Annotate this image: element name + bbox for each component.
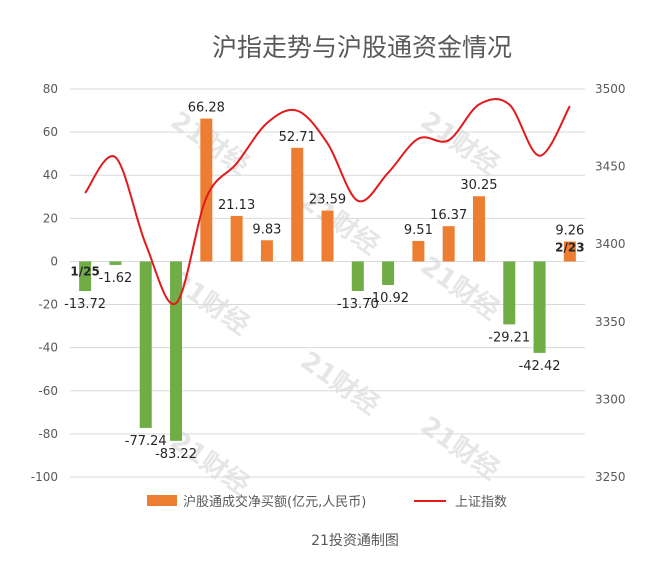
bar	[291, 147, 304, 262]
bar	[503, 261, 516, 325]
left-tick-label: 0	[50, 254, 58, 268]
right-axis-ticks: 3500 3450 3400 3350 3300 3250	[595, 82, 626, 484]
left-tick-label: 20	[43, 211, 58, 225]
bar	[139, 261, 152, 428]
bar-data-label: -42.42	[519, 359, 561, 374]
bar-data-label: -10.92	[367, 291, 409, 306]
bar	[472, 196, 485, 262]
bar-data-label: 21.13	[218, 198, 255, 213]
bar-data-label: -29.21	[488, 330, 530, 345]
watermarks: 21财经21财经21财经21财经21财经21财经21财经21财经	[165, 105, 505, 501]
left-tick-label: -80	[38, 427, 58, 441]
left-tick-label: -40	[38, 341, 58, 355]
right-tick-label: 3250	[595, 470, 626, 484]
right-tick-label: 3350	[595, 315, 626, 329]
bar-series	[79, 118, 576, 441]
bar	[170, 261, 183, 441]
bar-data-label: -13.72	[64, 297, 106, 312]
bar	[563, 241, 576, 262]
bar	[533, 261, 546, 353]
bar-data-label: 9.26	[555, 223, 584, 238]
index-line-series	[84, 98, 571, 306]
bar-data-label: -77.24	[125, 434, 167, 449]
bar-data-label: 16.37	[430, 208, 467, 223]
watermark-text: 21财经	[415, 105, 505, 181]
legend: 沪股通成交净买额(亿元,人民币) 上证指数	[147, 494, 507, 510]
bar-data-label: 23.59	[309, 193, 346, 208]
bar-data-label: -13.70	[337, 297, 379, 312]
bar	[412, 240, 425, 262]
left-tick-label: -100	[31, 470, 58, 484]
bar	[79, 261, 92, 292]
bar	[442, 226, 455, 262]
right-tick-label: 3400	[595, 237, 626, 251]
left-tick-label: 40	[43, 168, 58, 182]
bar	[321, 210, 334, 262]
left-tick-label: 80	[43, 82, 58, 96]
left-axis-ticks: 80 60 40 20 0 -20 -40 -60 -80 -100	[31, 82, 58, 484]
index-line	[84, 98, 571, 306]
data-labels: -13.72 -1.62 -77.24-83.22 66.28 21.13 9.83 52.…	[64, 101, 584, 462]
watermark-text: 21财经	[295, 345, 385, 421]
bar	[382, 261, 395, 285]
left-tick-label: -20	[38, 298, 58, 312]
bar	[230, 215, 243, 262]
bar	[351, 261, 364, 291]
watermark-text: 21财经	[415, 410, 505, 486]
bar-data-label: -1.62	[99, 271, 133, 286]
bar-data-label: 52.71	[279, 130, 316, 145]
bar-data-label: -83.22	[155, 447, 197, 462]
bar-data-label: 9.51	[404, 223, 433, 238]
left-tick-label: -60	[38, 384, 58, 398]
legend-bar-swatch	[147, 495, 177, 506]
x-axis-label-last: 2/23	[555, 240, 584, 254]
bar	[200, 118, 213, 262]
bar	[260, 240, 273, 262]
right-tick-label: 3500	[595, 82, 626, 96]
chart-title: 沪指走势与沪股通资金情况	[212, 33, 512, 62]
legend-bar-label: 沪股通成交净买额(亿元,人民币)	[183, 494, 366, 510]
right-tick-label: 3450	[595, 160, 626, 174]
bar-data-label: 66.28	[188, 101, 225, 116]
bar	[109, 261, 122, 265]
bar-data-label: 30.25	[460, 178, 497, 193]
left-tick-label: 60	[43, 125, 58, 139]
gridlines	[70, 88, 585, 478]
x-axis-label-first: 1/25	[70, 264, 99, 278]
bar-data-label: 9.83	[252, 222, 281, 237]
legend-line-label: 上证指数	[455, 495, 507, 510]
right-tick-label: 3300	[595, 392, 626, 406]
x-axis-labels: 1/25 2/23	[70, 240, 584, 278]
chart-caption: 21投资通制图	[311, 533, 399, 549]
